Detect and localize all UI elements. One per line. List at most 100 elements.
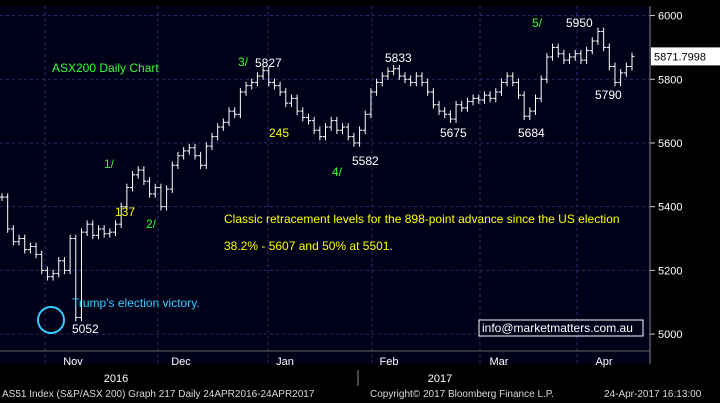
price-bar (22, 234, 28, 254)
plot-area (0, 6, 650, 364)
price-bar (10, 225, 16, 246)
price-bar (67, 234, 73, 275)
price-bar (379, 72, 385, 87)
price-bar (328, 116, 334, 131)
wave-4-label: 4/ (332, 165, 343, 179)
price-bar (402, 72, 408, 84)
price-bar (510, 72, 516, 87)
price-bar (198, 151, 204, 170)
price-bar (476, 94, 482, 104)
price-bar (515, 78, 521, 100)
price-bar (396, 64, 402, 80)
price-bar (305, 113, 311, 125)
price-bar (550, 43, 556, 61)
price-bar (425, 78, 431, 96)
price-bar (288, 94, 294, 107)
price-bar (447, 110, 453, 123)
price-bar (164, 185, 170, 211)
bloomberg-footer: AS51 Index (S&P/ASX 200) Graph 217 Daily… (0, 386, 720, 403)
price-bar (61, 256, 67, 275)
election-note-label: Trump's election victory. (72, 296, 200, 310)
price-bar (175, 151, 181, 170)
y-tick-label: 5800 (658, 74, 682, 86)
contact-email-label: info@marketmatters.com.au (482, 321, 633, 335)
price-bar (442, 107, 448, 119)
price-bar (135, 166, 141, 179)
price-bar (464, 97, 470, 112)
price-bar (578, 49, 584, 64)
price-bar (589, 37, 595, 55)
price-bar (544, 53, 550, 84)
price-bar (203, 142, 209, 170)
price-bar (459, 100, 465, 112)
price-bar (152, 183, 158, 198)
price-bar (470, 94, 476, 106)
peak-5827-label: 5827 (255, 56, 282, 70)
low-5675-label: 5675 (440, 126, 467, 140)
price-bar (44, 266, 50, 281)
price-bar (601, 27, 607, 52)
x-month-label: Jan (276, 356, 294, 368)
price-bar (0, 193, 5, 201)
price-bar (504, 72, 510, 87)
price-bar (147, 177, 153, 198)
price-bar (391, 64, 397, 76)
price-bar (56, 256, 62, 278)
price-bar (124, 183, 130, 211)
price-bar (266, 66, 272, 87)
retracement-note-line-1: Classic retracement levels for the 898-p… (224, 212, 620, 226)
price-bar (271, 78, 277, 90)
x-month-label: Dec (171, 356, 191, 368)
price-bar (107, 228, 113, 238)
low-5790-label: 5790 (595, 88, 622, 102)
price-bar (436, 100, 442, 115)
price-bar (567, 53, 573, 64)
price-bar (623, 62, 629, 77)
price-bar (158, 183, 164, 211)
price-bar (84, 220, 90, 236)
footer-timestamp: 24-Apr-2017 16:13:00 (604, 389, 702, 400)
x-month-label: Nov (63, 356, 83, 368)
price-bar (317, 126, 323, 141)
x-year-label: 2017 (428, 373, 452, 385)
retrace-137-label: 137 (115, 205, 135, 219)
price-bar (368, 88, 374, 119)
price-bar (374, 78, 380, 96)
price-bar (226, 107, 232, 127)
election-circle (37, 306, 65, 334)
price-bar (561, 49, 567, 64)
wave-5-label: 5/ (532, 16, 543, 30)
price-bar (419, 72, 425, 87)
price-bar (113, 220, 119, 236)
price-bar (345, 123, 351, 141)
price-bar (215, 123, 221, 141)
price-bar (413, 72, 419, 87)
low-5684-label: 5684 (518, 126, 545, 140)
last-price-label: 5871.7998 (654, 51, 706, 63)
low-5052-label: 5052 (72, 322, 99, 336)
price-bar (498, 78, 504, 96)
price-bar (340, 123, 346, 135)
price-bar (618, 69, 624, 87)
price-bar (555, 43, 561, 58)
price-bar (181, 147, 187, 160)
price-bar (385, 67, 391, 80)
wave-3-label: 3/ (238, 55, 249, 69)
price-bar (260, 66, 266, 80)
retrace-245-label: 245 (269, 126, 289, 140)
price-bar (311, 116, 317, 135)
price-bar (595, 27, 601, 45)
low-5582-label: 5582 (352, 154, 379, 168)
chart-title-label: ASX200 Daily Chart (52, 61, 159, 75)
price-bar (277, 81, 283, 96)
price-bar (612, 62, 618, 87)
price-bar (101, 225, 107, 238)
price-bar (16, 234, 22, 246)
price-bar (334, 116, 340, 135)
footer-copyright: Copyright© 2017 Bloomberg Finance L.P. (370, 389, 554, 400)
price-bar (357, 126, 363, 147)
price-bar (584, 46, 590, 64)
x-month-label: Mar (490, 356, 509, 368)
price-bar (606, 43, 612, 71)
price-bar (430, 88, 436, 109)
